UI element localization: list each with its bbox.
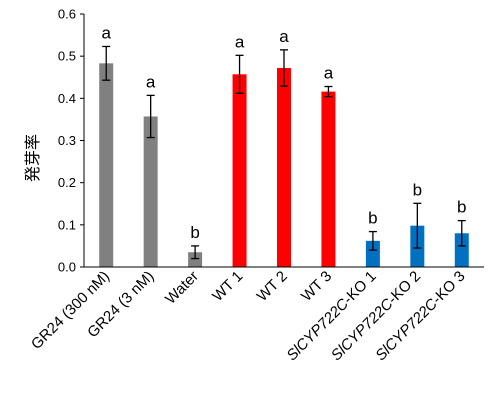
significance-letter: b xyxy=(413,180,422,199)
significance-letter: a xyxy=(324,64,334,83)
y-tick-label: 0.4 xyxy=(58,91,76,106)
y-tick-label: 0.3 xyxy=(58,133,76,148)
x-axis-labels: GR24 (300 nM)GR24 (3 nM) Water WT 1 WT 2 WT … xyxy=(28,268,469,364)
bar xyxy=(365,240,380,267)
y-tick-label: 0.6 xyxy=(58,7,76,22)
x-category-label: Water xyxy=(162,268,202,308)
y-axis-ticks: 0.0 0.1 0.2 0.3 0.4 0.5 0.6 xyxy=(58,7,84,275)
x-category-label: WT 3 xyxy=(298,268,335,305)
error-bars xyxy=(102,45,466,260)
x-category-label: GR24 (300 nM) xyxy=(28,268,113,353)
bar xyxy=(188,252,203,267)
category-plain-part: -KO 1 xyxy=(340,268,380,308)
y-tick-label: 0.0 xyxy=(58,260,76,275)
bar xyxy=(99,63,114,268)
y-tick-label: 0.5 xyxy=(58,49,76,64)
y-tick-label: 0.1 xyxy=(58,217,76,232)
bar xyxy=(143,116,158,267)
category-plain-part: -KO 3 xyxy=(429,268,469,308)
x-category-label: WT 2 xyxy=(254,268,291,305)
significance-labels: a a b a a a b b b xyxy=(101,23,466,241)
category-plain-part: -KO 2 xyxy=(384,268,424,308)
bar xyxy=(277,67,291,268)
significance-letter: b xyxy=(190,223,199,242)
significance-letter: b xyxy=(457,198,466,217)
significance-letter: a xyxy=(279,27,289,46)
y-axis-label: 発芽率 xyxy=(23,134,42,182)
significance-letter: b xyxy=(368,209,377,228)
bar xyxy=(232,74,247,267)
bar xyxy=(321,91,336,267)
bars xyxy=(99,63,469,268)
significance-letter: a xyxy=(101,23,111,42)
axes xyxy=(83,14,484,268)
bar xyxy=(454,233,469,267)
significance-letter: a xyxy=(235,32,245,51)
significance-letter: a xyxy=(146,72,156,91)
y-tick-label: 0.2 xyxy=(58,175,76,190)
x-category-label: WT 1 xyxy=(209,268,246,305)
